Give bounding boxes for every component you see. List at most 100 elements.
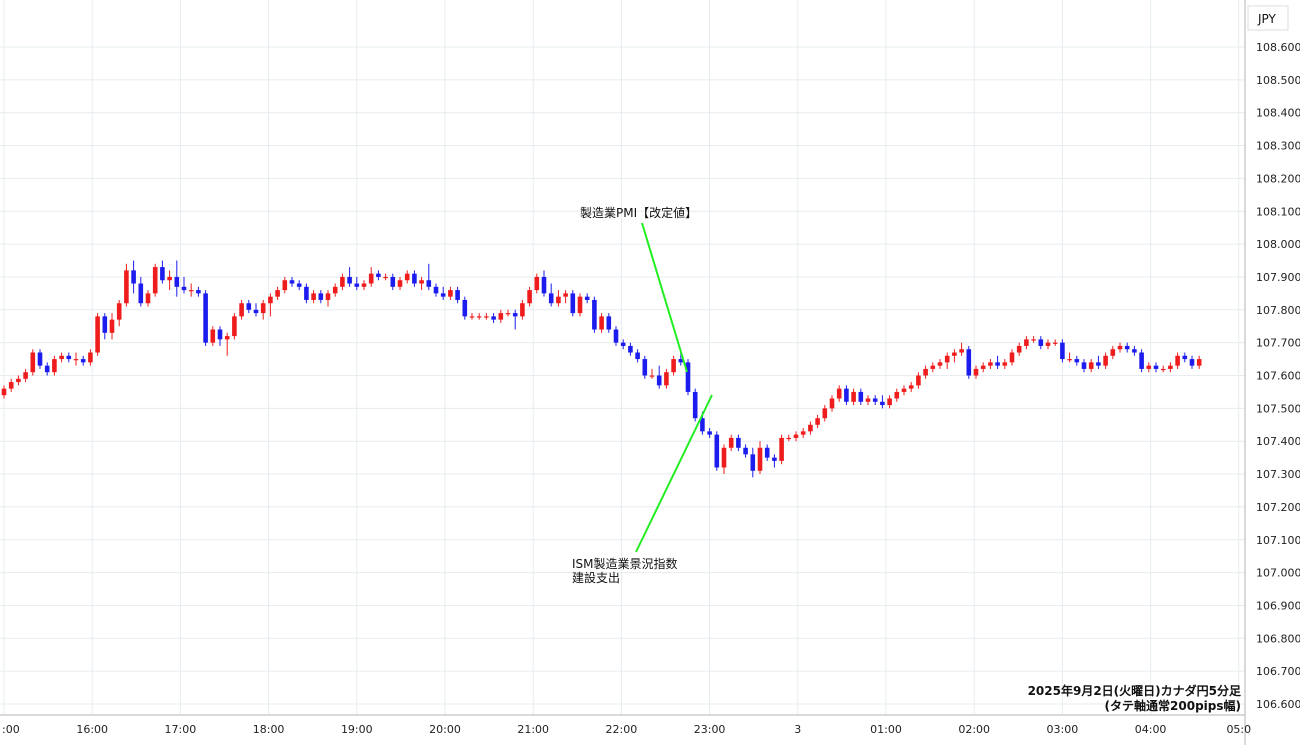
candle-body [37, 352, 43, 366]
candle-body [1153, 365, 1159, 369]
candle-body [8, 382, 14, 389]
candle-body [361, 283, 367, 287]
candle-body [404, 273, 410, 281]
candle-body [973, 368, 979, 376]
candle-body [1060, 342, 1065, 360]
candle-body [736, 437, 741, 448]
candle-body [685, 362, 691, 392]
candle-body [1045, 342, 1051, 346]
x-tick-label: 01:00 [870, 723, 902, 736]
candle-body [628, 345, 633, 353]
candle-body [1189, 359, 1195, 366]
candle-body [1110, 349, 1116, 356]
candle-body [217, 329, 223, 340]
candle-body [116, 303, 122, 320]
y-tick-label: 107.500 [1256, 402, 1300, 415]
candle-body [462, 299, 468, 317]
candle-body [145, 293, 151, 304]
candle-body [570, 293, 576, 314]
candle-body [541, 276, 547, 294]
candle-body [282, 280, 288, 291]
candle-body [678, 359, 684, 363]
candle-body [563, 293, 568, 297]
y-tick-label: 107.000 [1256, 567, 1300, 580]
candle-body [592, 299, 597, 330]
candle-body [908, 385, 914, 389]
candle-body [772, 457, 777, 461]
candle-body [412, 273, 417, 284]
candle-body [239, 303, 244, 317]
candle-body [124, 270, 129, 304]
candle-body [649, 375, 655, 377]
x-tick-label: 04:00 [1135, 723, 1167, 736]
candle-body [923, 368, 928, 376]
candle-body [1038, 339, 1044, 346]
candle-body [980, 365, 986, 369]
y-tick-label: 107.700 [1256, 337, 1300, 350]
candle-body [1124, 345, 1130, 350]
candle-body [1117, 345, 1123, 350]
candle-body [1182, 355, 1188, 360]
candle-body [332, 286, 338, 294]
candle-body [16, 378, 21, 383]
candle-body [779, 437, 784, 461]
y-tick-label: 107.200 [1256, 501, 1300, 514]
candle-body [556, 296, 561, 304]
annotation-pmi-label: 製造業PMI【改定値】 [580, 205, 697, 220]
candle-body [347, 276, 352, 284]
candle-body [476, 316, 482, 318]
candle-body [952, 352, 957, 356]
candle-body [894, 391, 900, 399]
candle-body [1139, 352, 1144, 369]
candle-body [944, 355, 950, 363]
candle-body [793, 434, 799, 438]
x-tick-label: 23:00 [694, 723, 726, 736]
candle-body [808, 424, 813, 432]
candle-body [390, 276, 396, 287]
candle-body [181, 286, 187, 291]
candle-body [433, 286, 439, 294]
candle-body [80, 359, 86, 363]
candle-body [203, 293, 208, 343]
price-axis: 106.600 106.700 106.800 106.900 107.000 107.1… [1256, 41, 1300, 711]
candle-body [995, 362, 1000, 366]
y-tick-label: 107.800 [1256, 304, 1300, 317]
candle-body [152, 267, 158, 294]
candle-body [174, 276, 180, 287]
candle-body [656, 375, 662, 386]
candle-body [304, 286, 309, 300]
candle-body [484, 316, 489, 318]
currency-label: JPY [1257, 12, 1277, 26]
candle-body [232, 316, 237, 337]
candle-body [577, 296, 583, 314]
annotation-ism-label: ISM製造業景況指数 [572, 556, 678, 571]
x-tick-label: 02:00 [958, 723, 990, 736]
candle-body [916, 375, 921, 386]
candle-body [512, 313, 518, 317]
y-tick-label: 107.400 [1256, 435, 1300, 448]
candle-body [635, 352, 640, 360]
candle-body [1009, 352, 1015, 363]
candle-body [930, 365, 936, 369]
candle-body [448, 290, 453, 297]
candle-body [52, 359, 57, 373]
candle-body [188, 290, 194, 292]
candle-body [160, 267, 165, 281]
candle-body [325, 293, 331, 300]
x-tick-label: 03:00 [1047, 723, 1079, 736]
candle-body [1031, 339, 1036, 341]
candle-body [988, 362, 993, 366]
candle-body [131, 270, 136, 284]
x-tick-label: 19:00 [341, 723, 373, 736]
candle-body [671, 359, 676, 373]
candle-body [1175, 355, 1180, 366]
candle-body [800, 431, 806, 435]
candle-body [757, 447, 763, 471]
y-tick-label: 108.200 [1256, 172, 1300, 185]
candle-body [1074, 359, 1080, 363]
candle-body [397, 280, 403, 287]
candle-body [887, 398, 892, 406]
annotation-line-ism [635, 394, 713, 553]
